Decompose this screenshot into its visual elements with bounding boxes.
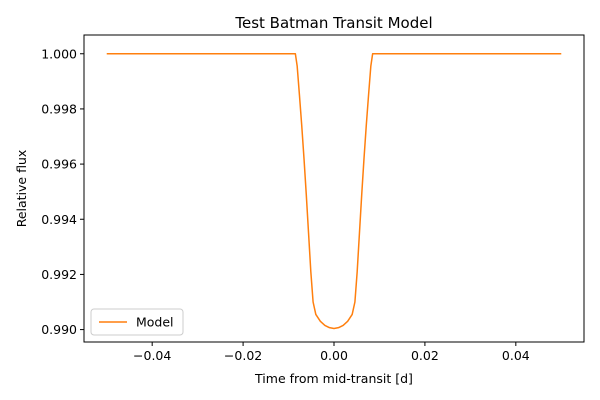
y-tick-label: 1.000 xyxy=(41,46,77,61)
x-axis-label: Time from mid-transit [d] xyxy=(254,371,413,386)
y-tick-label: 0.996 xyxy=(41,157,77,172)
x-tick-label: 0.00 xyxy=(320,348,348,363)
legend-label-model: Model xyxy=(136,315,174,330)
y-axis: 0.990 0.992 0.994 0.996 0.998 1.000 xyxy=(41,46,84,337)
legend-box xyxy=(90,308,184,336)
chart-title: Test Batman Transit Model xyxy=(234,14,432,32)
y-tick-label: 0.998 xyxy=(41,101,77,116)
series-layer xyxy=(106,53,562,330)
plot-area xyxy=(83,34,585,343)
x-tick-label: −0.02 xyxy=(224,348,262,363)
x-tick-label: −0.04 xyxy=(133,348,171,363)
x-tick-label: 0.04 xyxy=(502,348,530,363)
y-tick-label: 0.990 xyxy=(41,322,77,337)
y-tick-label: 0.994 xyxy=(41,212,77,227)
series-line-model xyxy=(106,53,562,330)
x-tick-label: 0.02 xyxy=(411,348,439,363)
legend: Model xyxy=(90,308,184,336)
x-axis: −0.04 −0.02 0.00 0.02 0.04 xyxy=(133,342,530,363)
y-axis-label: Relative flux xyxy=(14,150,29,228)
y-tick-label: 0.992 xyxy=(41,267,77,282)
